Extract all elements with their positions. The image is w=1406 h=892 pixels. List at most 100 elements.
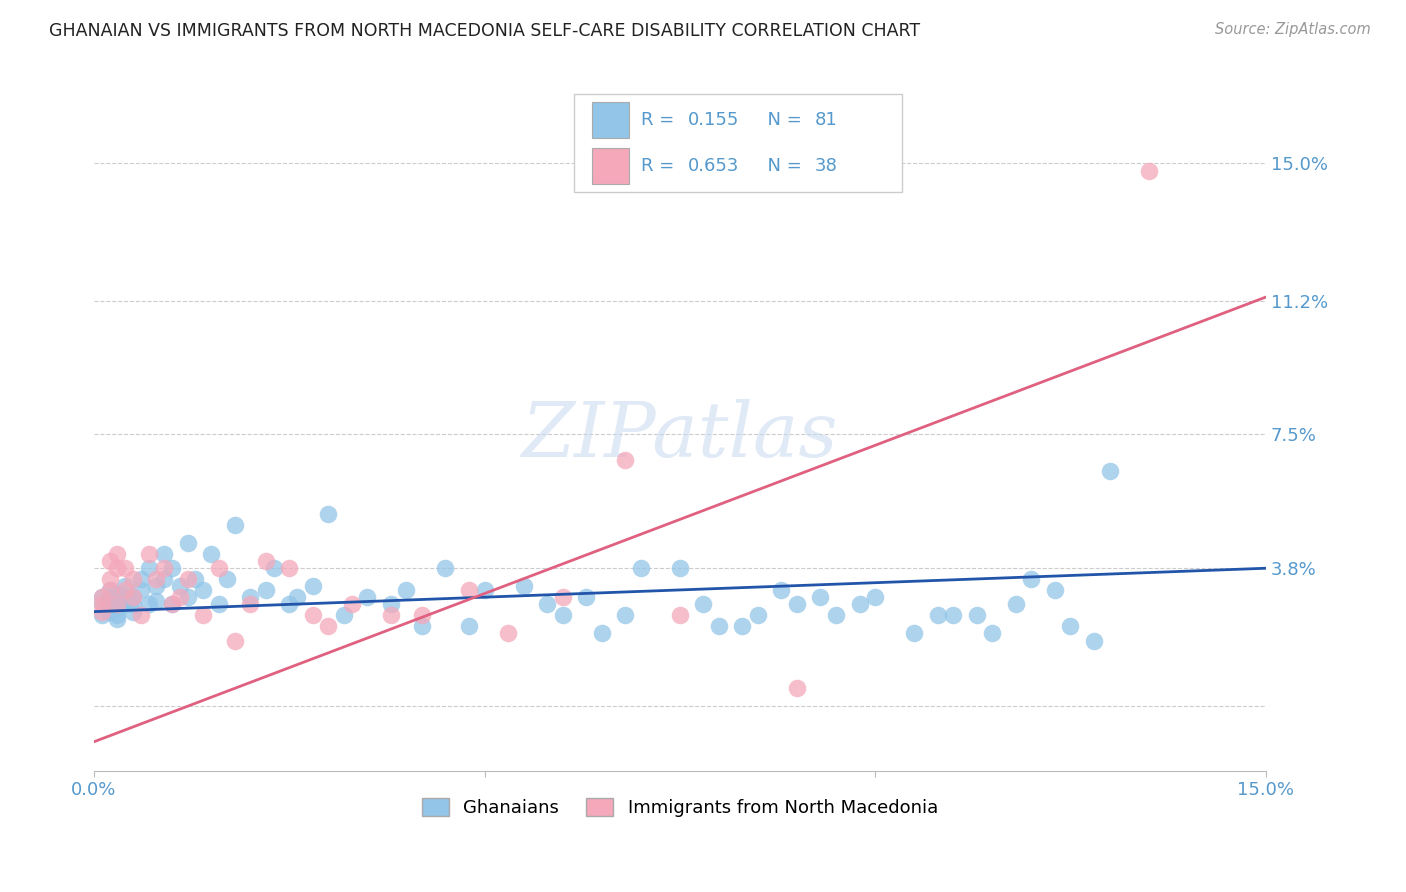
Text: N =: N = bbox=[756, 157, 807, 175]
Point bbox=[747, 608, 769, 623]
Point bbox=[208, 598, 231, 612]
Point bbox=[731, 619, 754, 633]
Point bbox=[411, 608, 433, 623]
Point bbox=[1059, 619, 1081, 633]
Point bbox=[1004, 598, 1026, 612]
Point bbox=[122, 590, 145, 604]
Point bbox=[434, 561, 457, 575]
Point bbox=[224, 633, 246, 648]
Point bbox=[474, 582, 496, 597]
Point bbox=[114, 598, 136, 612]
Point bbox=[903, 626, 925, 640]
Point bbox=[707, 619, 730, 633]
Point bbox=[98, 572, 121, 586]
Point bbox=[105, 594, 128, 608]
Point bbox=[169, 590, 191, 604]
Point bbox=[458, 619, 481, 633]
Text: 0.155: 0.155 bbox=[688, 111, 740, 128]
Point bbox=[114, 561, 136, 575]
Point bbox=[98, 582, 121, 597]
Point bbox=[153, 547, 176, 561]
Text: 38: 38 bbox=[814, 157, 838, 175]
Point bbox=[536, 598, 558, 612]
Text: R =: R = bbox=[641, 157, 681, 175]
Point bbox=[145, 579, 167, 593]
Point bbox=[927, 608, 949, 623]
Point bbox=[176, 572, 198, 586]
Point bbox=[316, 507, 339, 521]
Point bbox=[145, 594, 167, 608]
Point bbox=[512, 579, 534, 593]
Point bbox=[301, 608, 323, 623]
Point bbox=[239, 598, 262, 612]
Point bbox=[551, 608, 574, 623]
Point bbox=[122, 598, 145, 612]
Point bbox=[825, 608, 848, 623]
Point bbox=[200, 547, 222, 561]
Point bbox=[575, 590, 598, 604]
Point bbox=[129, 608, 152, 623]
Point bbox=[122, 590, 145, 604]
Point bbox=[278, 598, 301, 612]
Point bbox=[1043, 582, 1066, 597]
Point bbox=[786, 598, 808, 612]
Point bbox=[630, 561, 652, 575]
Point bbox=[138, 598, 160, 612]
Point bbox=[105, 598, 128, 612]
Point bbox=[160, 598, 183, 612]
Point bbox=[411, 619, 433, 633]
FancyBboxPatch shape bbox=[575, 94, 903, 192]
Point bbox=[90, 590, 112, 604]
Point bbox=[160, 598, 183, 612]
Point bbox=[98, 582, 121, 597]
Point bbox=[193, 582, 215, 597]
Point bbox=[122, 605, 145, 619]
Point bbox=[356, 590, 378, 604]
Point bbox=[966, 608, 988, 623]
Point bbox=[848, 598, 870, 612]
Point bbox=[239, 590, 262, 604]
Point bbox=[254, 582, 277, 597]
Text: Source: ZipAtlas.com: Source: ZipAtlas.com bbox=[1215, 22, 1371, 37]
Point bbox=[786, 681, 808, 695]
Point bbox=[254, 554, 277, 568]
Point bbox=[669, 608, 692, 623]
Point bbox=[551, 590, 574, 604]
Point bbox=[380, 608, 402, 623]
Point bbox=[176, 536, 198, 550]
Point bbox=[380, 598, 402, 612]
Point bbox=[105, 608, 128, 623]
Text: R =: R = bbox=[641, 111, 681, 128]
Point bbox=[129, 572, 152, 586]
Point bbox=[395, 582, 418, 597]
Text: N =: N = bbox=[756, 111, 807, 128]
Point bbox=[129, 582, 152, 597]
Point bbox=[942, 608, 965, 623]
Point bbox=[122, 572, 145, 586]
Point bbox=[301, 579, 323, 593]
Point bbox=[169, 579, 191, 593]
Point bbox=[614, 608, 637, 623]
Point bbox=[810, 590, 832, 604]
Legend: Ghanaians, Immigrants from North Macedonia: Ghanaians, Immigrants from North Macedon… bbox=[415, 790, 945, 824]
Point bbox=[333, 608, 356, 623]
Point bbox=[105, 561, 128, 575]
Point bbox=[340, 598, 363, 612]
Point bbox=[114, 590, 136, 604]
Point bbox=[770, 582, 793, 597]
Point bbox=[138, 547, 160, 561]
Point bbox=[153, 572, 176, 586]
Point bbox=[1137, 163, 1160, 178]
Point bbox=[1083, 633, 1105, 648]
Point bbox=[1021, 572, 1043, 586]
Point bbox=[692, 598, 714, 612]
Point bbox=[224, 517, 246, 532]
Point bbox=[1098, 464, 1121, 478]
FancyBboxPatch shape bbox=[592, 148, 630, 184]
Point bbox=[263, 561, 285, 575]
Point bbox=[105, 601, 128, 615]
Point bbox=[90, 598, 112, 612]
Point bbox=[90, 605, 112, 619]
Point bbox=[614, 452, 637, 467]
Point bbox=[208, 561, 231, 575]
